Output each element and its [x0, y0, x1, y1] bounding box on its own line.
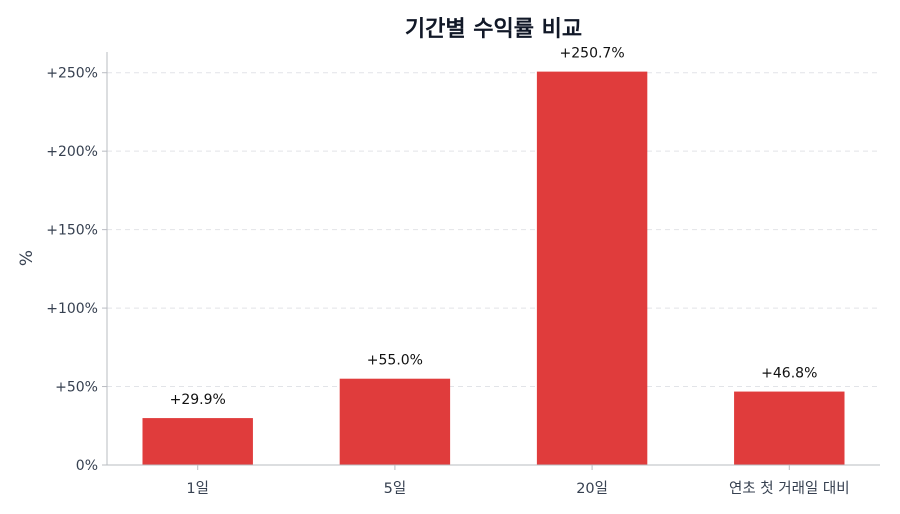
bars [142, 71, 845, 465]
x-tick-label-ytd: 연초 첫 거래일 대비 [729, 480, 850, 497]
y-tick-label-150: +150% [46, 223, 98, 239]
x-tick-label-1-day: 1일 [186, 480, 209, 497]
y-tick-label-250: +250% [46, 66, 98, 82]
y-axis-label: % [17, 250, 37, 266]
bar-5-day [339, 378, 451, 465]
data-label-5-day: +55.0% [367, 353, 423, 369]
y-tick-label-200: +200% [46, 144, 98, 160]
chart-title: 기간별 수익률 비교 [405, 17, 582, 42]
y-tick-label-100: +100% [46, 301, 98, 317]
data-labels: +29.9% +55.0% +250.7% +46.8% [170, 46, 818, 408]
y-axis: 0% +50% +100% +150% +200% +250% [46, 52, 108, 474]
x-tick-label-20-day: 20일 [576, 480, 608, 497]
bar-1-day [142, 418, 253, 465]
gridlines [107, 72, 880, 388]
y-tick-label-50: +50% [55, 380, 98, 396]
x-axis: 1일 5일 20일 연초 첫 거래일 대비 [107, 464, 880, 497]
bar-20-day [536, 71, 648, 465]
y-tick-label-0: 0% [76, 458, 98, 474]
data-label-20-day: +250.7% [560, 46, 625, 62]
data-label-1-day: +29.9% [170, 392, 226, 408]
data-label-ytd: +46.8% [761, 366, 817, 382]
x-tick-label-5-day: 5일 [384, 480, 407, 497]
bar-ytd [734, 391, 845, 465]
